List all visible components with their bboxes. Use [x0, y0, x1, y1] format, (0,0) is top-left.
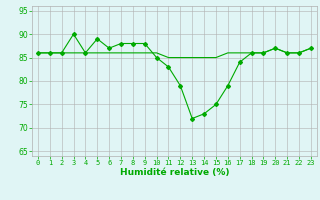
X-axis label: Humidité relative (%): Humidité relative (%) [120, 168, 229, 177]
